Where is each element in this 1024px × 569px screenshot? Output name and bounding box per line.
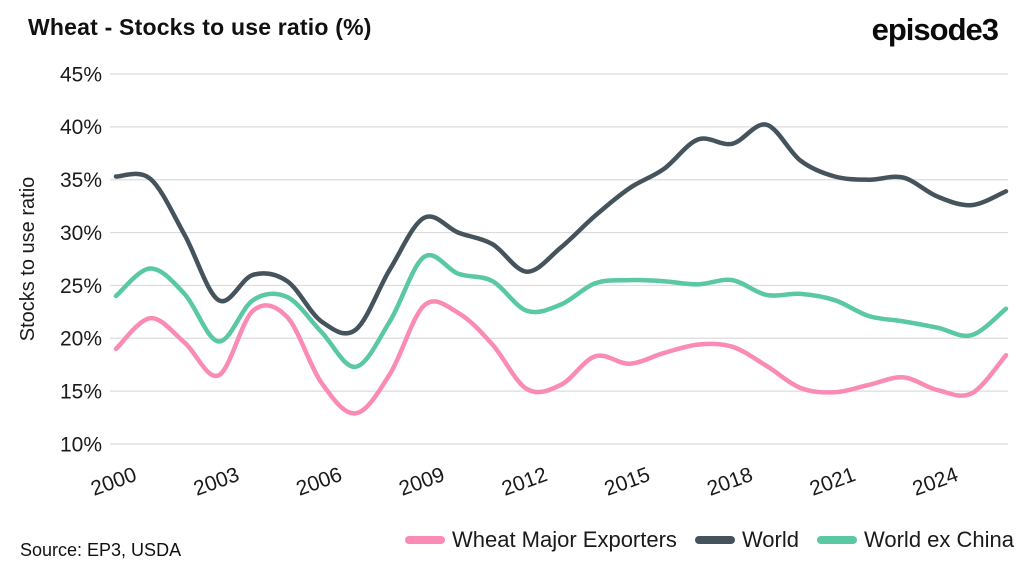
legend-label: Wheat Major Exporters [451,527,677,552]
legend-label: World ex China [864,527,1014,552]
x-tick-label: 2006 [293,463,345,501]
legend-label: World [741,527,799,552]
y-tick-label: 20% [60,328,102,351]
x-tick-label: 2012 [499,463,551,501]
series-line-world [113,122,1009,336]
source-note: Source: EP3, USDA [20,540,182,560]
y-tick-label: 15% [60,380,102,403]
legend: Wheat Major Exporters World World ex Chi… [395,527,1014,553]
legend-item-world-ex-china: World ex China [817,527,1014,553]
y-tick-label: 35% [60,169,102,192]
y-tick-label: 45% [60,63,102,86]
legend-item-wheat-major-exporters: Wheat Major Exporters [404,527,677,553]
x-tick-label: 2024 [909,463,961,501]
y-axis-title: Stocks to use ratio [17,177,39,342]
y-tick-label: 40% [60,116,102,139]
legend-swatch-world-ex-china [817,536,857,544]
legend-item-world: World [694,527,799,553]
x-tick-label: 2009 [396,463,448,501]
chart-title: Wheat - Stocks to use ratio (%) [28,14,372,40]
legend-swatch-world [694,536,735,544]
x-tick-label: 2003 [191,463,243,501]
line-chart: 10% 15% 20% 25% 30% 35% 40% 45% 2000 2003 2006 2009… [17,63,1009,501]
series-line-world-ex-china [113,252,1009,370]
x-tick-label: 2021 [807,463,859,501]
x-tick-label: 2000 [88,463,140,501]
series-line-wheat-major-exporters [113,299,1009,416]
y-tick-label: 25% [60,275,102,298]
header: Wheat - Stocks to use ratio (%) episode3 [28,12,999,47]
legend-swatch-wheat-major-exporters [404,536,445,544]
x-tick-label: 2018 [704,463,756,501]
y-tick-label: 10% [60,433,102,456]
brand-logo: episode3 [871,12,999,47]
x-tick-label: 2015 [601,463,653,501]
y-tick-label: 30% [60,222,102,245]
